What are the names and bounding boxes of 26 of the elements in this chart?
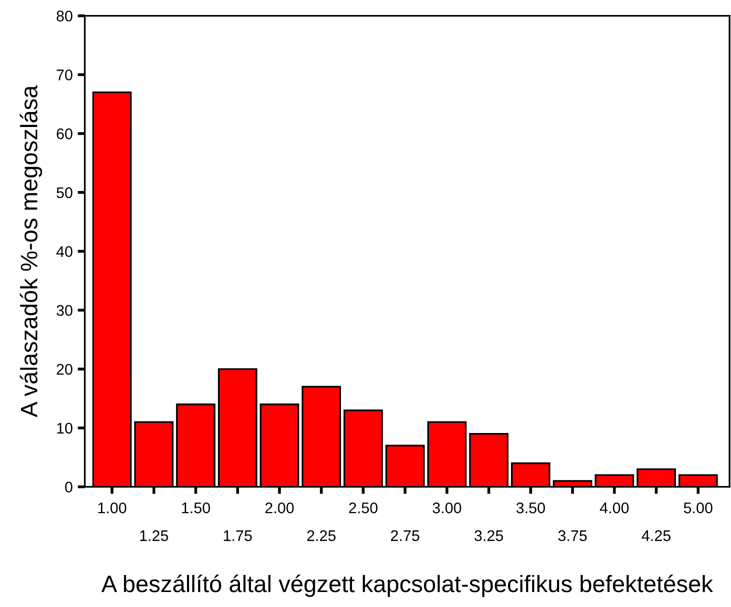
y-tick-label: 60 (56, 128, 72, 140)
x-tick-label: 1.00 (98, 502, 126, 514)
x-tick-label: 3.75 (558, 530, 587, 542)
y-tick-label: 10 (57, 422, 72, 434)
x-tick-label: 2.25 (307, 530, 336, 542)
x-tick-label: 1.75 (224, 530, 252, 542)
x-tick-label: 3.00 (432, 502, 462, 514)
x-tick-label: 4.00 (600, 502, 629, 514)
x-tick-label: 3.50 (516, 502, 545, 514)
x-tick-label: 2.50 (349, 502, 378, 514)
x-tick-label: 1.50 (182, 502, 210, 514)
y-tick-label: 70 (56, 70, 72, 80)
y-tick-label: 80 (56, 10, 72, 22)
y-tick-label: 0 (65, 482, 72, 492)
y-tick-label: 20 (56, 364, 72, 375)
y-tick-label: 40 (56, 246, 72, 257)
x-tick-label: 5.00 (684, 502, 712, 514)
y-tick-label: 30 (56, 305, 72, 316)
x-tick-label: 3.25 (474, 530, 504, 542)
x-tick-label: 2.75 (390, 530, 420, 542)
x-tick-label: 1.25 (140, 530, 168, 542)
y-tick-label: 50 (56, 187, 72, 198)
y-axis-title: A válaszadók %-os megoszlása (20, 85, 42, 418)
x-tick-label: 4.25 (642, 530, 670, 542)
x-tick-label: 2.00 (265, 502, 294, 514)
x-axis-title: A beszállító által végzett kapcsolat-specifikus befektetések (101, 574, 714, 597)
